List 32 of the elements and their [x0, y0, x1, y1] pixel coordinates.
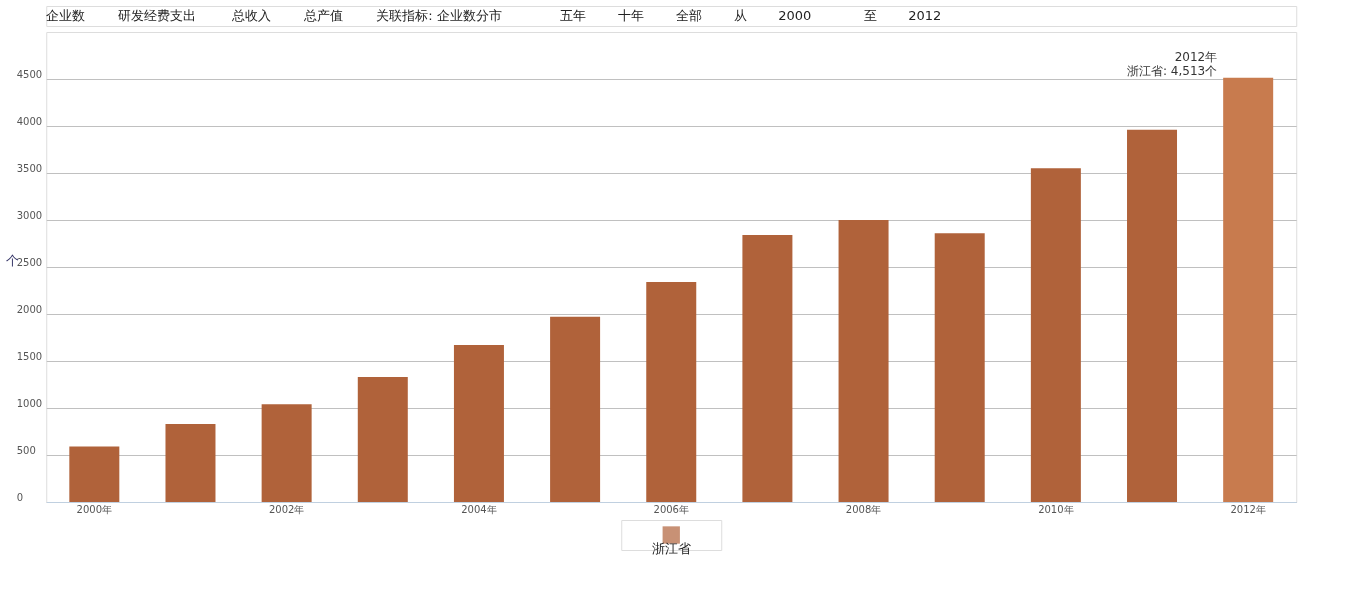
- text: 关联指标: 企业数分市: [376, 8, 502, 23]
- y-tick-label: 3000: [16, 209, 43, 221]
- x-tick-label: 2000年: [76, 503, 113, 515]
- text: 从: [734, 8, 748, 23]
- text: 2012: [908, 8, 942, 23]
- x-tick-label: 2002年: [268, 503, 305, 515]
- annotation: 2012年: [1174, 49, 1218, 64]
- text: 十年: [618, 8, 645, 23]
- y-tick-label: 2000: [16, 303, 43, 315]
- y-tick-label: 0: [16, 491, 24, 503]
- text: 2000: [778, 8, 812, 23]
- y-tick-label: 1000: [16, 397, 43, 409]
- text: 总产值: [303, 8, 344, 23]
- y-tick-label: 3500: [16, 162, 43, 174]
- text: 研发经费支出: [118, 8, 197, 23]
- legend-label: 浙江省: [651, 541, 691, 556]
- x-tick-label: 2006年: [653, 503, 689, 515]
- y-tick-label: 500: [16, 444, 36, 456]
- x-tick-label: 2008年: [845, 503, 882, 515]
- x-tick-label: 2004年: [461, 503, 497, 515]
- text: 总收入: [231, 8, 272, 23]
- text: 全部: [676, 8, 703, 23]
- text: 五年: [560, 8, 587, 23]
- y-tick-label: 1500: [16, 350, 43, 362]
- y-tick-label: 4000: [16, 115, 43, 127]
- y-tick-label: 2500: [16, 256, 43, 268]
- x-tick-label: 2010年: [1038, 503, 1074, 515]
- x-tick-label: 2012年: [1230, 503, 1266, 515]
- y-tick-label: 4500: [16, 68, 43, 80]
- annotation: 浙江省: 4,513个: [1126, 63, 1218, 78]
- text: 企业数: [46, 8, 86, 23]
- text: 至: [864, 8, 878, 23]
